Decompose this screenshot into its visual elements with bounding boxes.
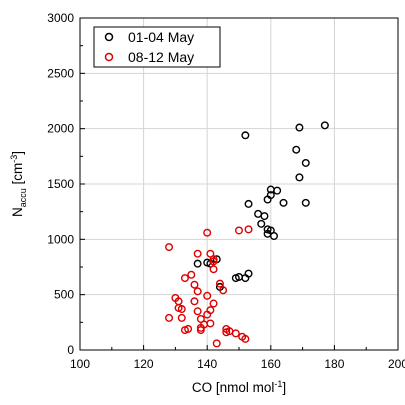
y-axis-label-main: N [10,207,25,217]
legend-label-01-04-may: 01-04 May [128,29,194,45]
data-point-08-12-may [212,339,221,348]
grid-lines [80,18,398,350]
x-tick-label: 100 [70,357,90,371]
data-point-08-12-may [206,319,215,328]
y-axis-label-sub: accu [18,188,28,207]
y-tick-label: 2000 [47,122,74,136]
data-point-08-12-may [209,257,218,266]
data-point-08-12-may [165,243,174,252]
y-tick-label: 1000 [47,232,74,246]
data-point-08-12-may [177,313,186,322]
x-axis-label-sup: -1 [274,379,282,389]
data-point-08-12-may [241,334,250,343]
data-point-08-12-may [177,305,186,314]
data-point-08-12-may [209,265,218,274]
data-point-08-12-may [193,287,202,296]
legend-box [93,26,221,68]
data-point-08-12-may [193,249,202,258]
data-point-01-04-may [292,145,301,154]
data-point-01-04-may [241,131,250,140]
x-tick-label: 120 [134,357,154,371]
y-axis-label-end: ] [10,151,25,155]
y-tick-label: 2500 [47,66,74,80]
data-point-08-12-may [165,313,174,322]
x-tick-label: 200 [388,357,405,371]
data-point-01-04-may [266,191,275,200]
data-point-01-04-may [279,198,288,207]
data-points [165,121,329,348]
data-point-08-12-may [180,274,189,283]
axis-ticks: 100 120 140 160 180 2000500100015002000250030… [47,11,405,371]
data-point-08-12-may [203,291,212,300]
data-point-01-04-may [244,269,253,278]
legend-marker-08-12-may [104,52,114,62]
data-point-08-12-may [190,297,199,306]
data-point-08-12-may [206,306,215,315]
x-axis-label-end: ] [282,380,286,395]
data-point-01-04-may [273,186,282,195]
data-point-08-12-may [209,299,218,308]
data-point-08-12-may [193,307,202,316]
data-point-01-04-may [193,259,202,268]
data-point-08-12-may [244,225,253,234]
x-tick-label: 160 [261,357,281,371]
y-axis-label-mid: [cm [10,163,25,189]
data-point-01-04-may [295,123,304,132]
data-point-01-04-may [254,209,263,218]
data-point-01-04-may [269,232,278,241]
data-point-08-12-may [203,228,212,237]
data-point-01-04-may [244,199,253,208]
y-tick-label: 1500 [47,177,74,191]
data-point-01-04-may [295,173,304,182]
data-point-08-12-may [234,226,243,235]
y-tick-label: 0 [67,343,74,357]
y-tick-label: 3000 [47,11,74,25]
x-tick-label: 140 [197,357,217,371]
legend-marker-01-04-may [104,32,114,42]
y-tick-label: 500 [54,288,74,302]
data-point-08-12-may [187,270,196,279]
y-axis-label: Naccu [cm-3] [9,151,28,217]
y-axis-label-sup: -3 [9,155,19,163]
data-point-08-12-may [219,286,228,295]
data-point-01-04-may [320,121,329,130]
data-point-01-04-may [301,158,310,167]
legend: 01-04 May 08-12 May [93,26,221,68]
data-point-08-12-may [231,329,240,338]
x-axis-label-main: CO [nmol mol [192,380,275,395]
legend-label-08-12-may: 08-12 May [128,49,194,65]
data-point-08-12-may [184,324,193,333]
data-point-01-04-may [301,198,310,207]
x-axis-label: CO [nmol mol-1] [192,379,286,395]
x-tick-label: 180 [324,357,344,371]
data-point-01-04-may [260,212,269,221]
data-point-01-04-may [257,219,266,228]
data-point-08-12-may [215,279,224,288]
data-point-08-12-may [190,280,199,289]
